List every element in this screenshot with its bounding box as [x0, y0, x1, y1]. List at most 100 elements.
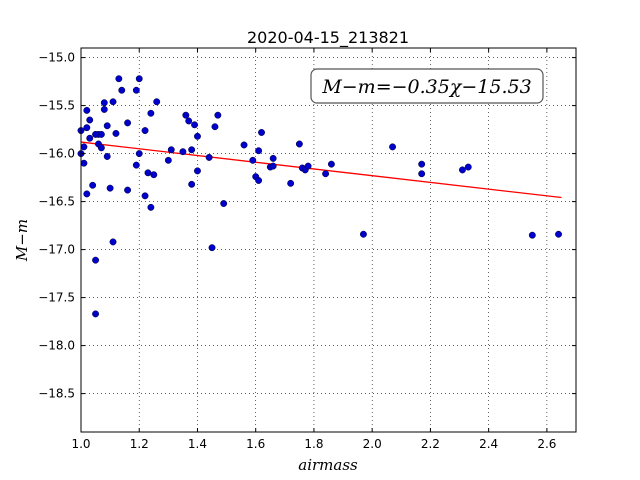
y-tick-label: −16.0 [38, 147, 75, 161]
data-point [464, 163, 472, 171]
data-point [164, 156, 172, 164]
data-point [100, 99, 108, 107]
data-point [147, 109, 155, 117]
data-point [249, 156, 257, 164]
x-tick-label: 1.8 [304, 437, 323, 451]
data-point [109, 98, 117, 106]
data-point [132, 161, 140, 169]
data-point [255, 147, 263, 155]
data-point [179, 148, 187, 156]
x-tick-label: 1.2 [130, 437, 149, 451]
data-point [287, 179, 295, 187]
data-point [135, 150, 143, 158]
y-tick-label: −18.5 [38, 387, 75, 401]
data-point [141, 127, 149, 135]
fit-equation: M−m=−0.35χ−15.53 [321, 76, 531, 98]
grid-lines [80, 48, 576, 432]
data-point [141, 192, 149, 200]
plot-frame [80, 47, 577, 433]
data-point [418, 170, 426, 178]
data-point [304, 162, 312, 170]
data-point [135, 75, 143, 83]
plot-area [81, 48, 576, 432]
data-point [220, 200, 228, 207]
x-axis-label: airmass [298, 456, 358, 474]
axis-ticks [80, 48, 576, 432]
data-point [214, 111, 222, 119]
y-axis-label: M−m [13, 219, 31, 262]
data-point [389, 143, 397, 151]
data-point [86, 134, 94, 142]
y-tick-label: −15.0 [38, 51, 75, 65]
data-point [80, 159, 88, 167]
data-point [269, 162, 277, 170]
data-point [83, 190, 91, 198]
x-tick-label: 2.0 [363, 437, 382, 451]
data-point [194, 167, 201, 175]
data-point [118, 86, 126, 94]
y-tick-label: −15.5 [38, 99, 75, 113]
x-tick-labels: 1.0 1.2 1.4 1.6 1.8 2.0 2.2 2.4 2.6 [71, 437, 556, 451]
fit-equation-frame [310, 68, 544, 104]
data-point [194, 132, 201, 140]
y-tick-label: −16.5 [38, 195, 75, 209]
data-point [205, 153, 213, 161]
data-point [103, 122, 111, 130]
data-point [83, 124, 91, 132]
data-point [191, 121, 199, 129]
data-point [150, 171, 158, 179]
data-point [124, 119, 132, 127]
data-point [458, 166, 466, 174]
data-point [295, 140, 303, 148]
data-point [188, 180, 196, 188]
data-point [80, 143, 88, 151]
data-point [92, 256, 100, 264]
data-point [269, 154, 277, 162]
data-point [208, 244, 216, 252]
data-point [109, 238, 117, 246]
data-point [185, 117, 193, 125]
data-point [528, 231, 536, 239]
chart-title: 2020-04-15_213821 [247, 28, 409, 48]
data-point [167, 146, 175, 154]
data-point [124, 186, 132, 194]
x-tick-label: 1.0 [71, 437, 90, 451]
x-tick-label: 2.6 [537, 437, 556, 451]
y-tick-label: −17.0 [38, 243, 75, 257]
x-tick-label: 2.4 [479, 437, 498, 451]
data-point [555, 230, 562, 238]
data-point [103, 153, 111, 160]
data-point [89, 181, 97, 189]
data-point [83, 106, 91, 114]
data-point [322, 170, 330, 178]
data-point [418, 160, 426, 168]
y-tick-label: −17.5 [38, 291, 75, 305]
data-point [182, 111, 190, 119]
data-point [97, 130, 105, 138]
data-point [92, 310, 100, 318]
data-points [77, 75, 562, 318]
y-tick-label: −18.0 [38, 339, 75, 353]
data-point [255, 177, 263, 184]
fit-line [80, 141, 562, 199]
data-point [188, 146, 196, 154]
fit-layer [80, 141, 562, 199]
data-point [211, 123, 219, 131]
x-tick-label: 1.4 [188, 437, 207, 451]
x-tick-label: 2.2 [421, 437, 440, 451]
data-point [112, 129, 120, 137]
data-point [132, 86, 140, 94]
data-point [97, 144, 105, 152]
data-point [359, 230, 367, 238]
data-point [240, 141, 248, 149]
data-point [153, 98, 161, 106]
data-point [100, 105, 108, 113]
data-point [144, 169, 152, 177]
x-tick-label: 1.6 [246, 437, 265, 451]
y-tick-labels: −15.0 −15.5 −16.0 −16.5 −17.0 −17.5 −18.0 −18.5 [38, 51, 75, 401]
data-point [327, 160, 335, 168]
fit-equation-box: M−m=−0.35χ−15.53 [310, 68, 544, 104]
data-point [106, 184, 114, 192]
data-point [115, 75, 123, 83]
